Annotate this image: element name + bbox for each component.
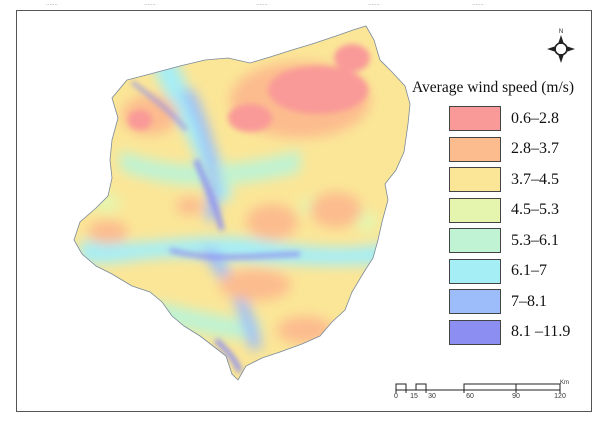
legend-item: 8.1 –11.9: [449, 319, 571, 345]
legend-item: 7–8.1: [449, 289, 547, 314]
scale-tick-label: 60: [466, 393, 474, 400]
legend-label: 2.8–3.7: [511, 140, 559, 157]
legend-item: 5.3–6.1: [449, 228, 559, 253]
scale-tick-label: 0: [394, 393, 398, 400]
legend-label: 7–8.1: [511, 292, 547, 310]
legend-label: 6.1–7: [511, 262, 547, 279]
scale-unit: Km: [560, 380, 569, 386]
scale-tick-label: 15: [410, 393, 418, 400]
legend-item: 3.7–4.5: [449, 167, 559, 192]
grid-tick-top: ·······: [144, 2, 156, 8]
legend-label: 5.3–6.1: [511, 231, 559, 249]
legend-swatch: [449, 106, 501, 131]
legend-label: 3.7–4.5: [511, 170, 559, 188]
grid-tick-top: ·······: [46, 2, 58, 8]
legend-item: 0.6–2.8: [449, 106, 559, 131]
scale-tick-label: 30: [428, 393, 436, 400]
legend-swatch: [449, 319, 501, 345]
grid-tick-top: ·······: [472, 2, 484, 8]
legend-swatch: [449, 289, 501, 314]
legend-item: 4.5–5.3: [449, 197, 559, 223]
legend-swatch: [449, 197, 501, 223]
grid-tick-top: ·······: [368, 2, 380, 8]
legend-item: 2.8–3.7: [449, 136, 559, 162]
legend-label: 8.1 –11.9: [511, 323, 571, 340]
legend-item: 6.1–7: [449, 258, 547, 284]
legend-label: 0.6–2.8: [511, 109, 559, 127]
grid-tick-top: ·······: [256, 2, 268, 8]
legend-swatch: [449, 228, 501, 253]
legend-swatch: [449, 167, 501, 192]
scale-tick-label: 90: [512, 393, 520, 400]
legend-title: Average wind speed (m/s): [412, 79, 574, 96]
legend-label: 4.5–5.3: [511, 201, 559, 218]
scale-tick-label: 120: [554, 393, 566, 400]
scale-bar: [395, 383, 561, 393]
north-arrow-compass-icon: N: [547, 29, 575, 63]
north-label: N: [559, 29, 563, 35]
legend-swatch: [449, 136, 501, 162]
legend-swatch: [449, 258, 501, 284]
